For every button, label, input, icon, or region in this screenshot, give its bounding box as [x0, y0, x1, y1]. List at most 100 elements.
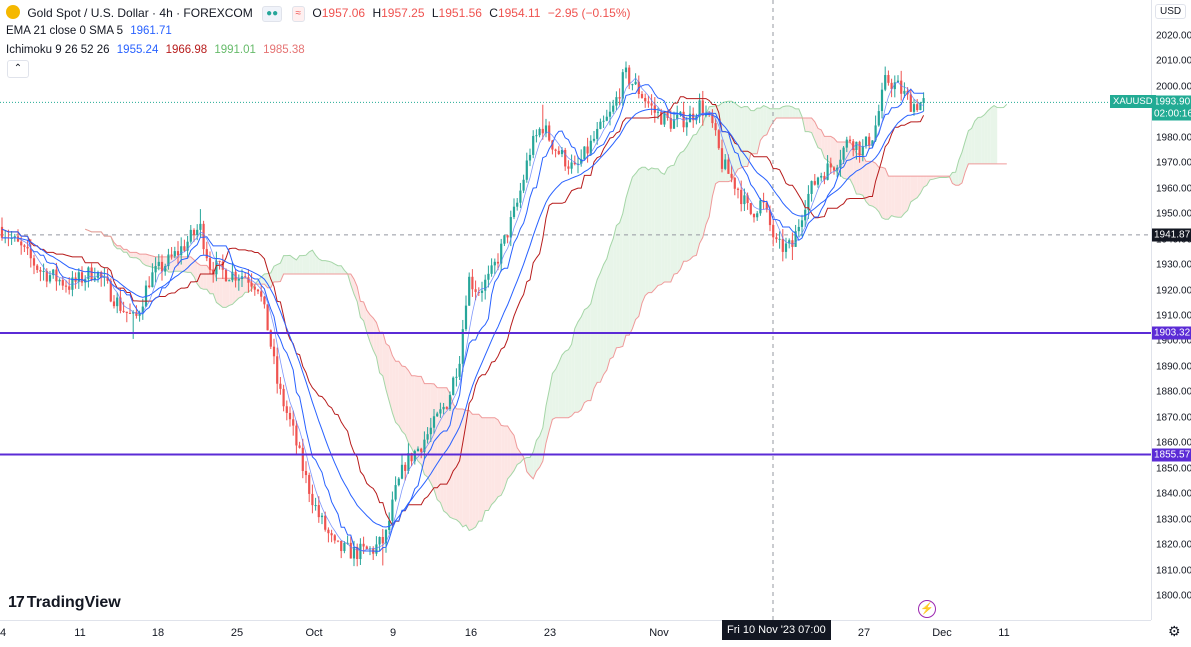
collapse-legend-button[interactable]: ⌃	[7, 60, 29, 78]
candle[interactable]	[651, 94, 653, 115]
candle[interactable]	[555, 149, 557, 158]
candle[interactable]	[692, 107, 694, 127]
candle[interactable]	[81, 266, 83, 286]
candle[interactable]	[107, 269, 109, 284]
candle[interactable]	[814, 174, 816, 186]
candle[interactable]	[820, 173, 822, 182]
candle[interactable]	[699, 94, 701, 124]
candle[interactable]	[315, 498, 317, 511]
candle[interactable]	[782, 229, 784, 261]
candle[interactable]	[615, 91, 617, 110]
candle[interactable]	[548, 121, 550, 141]
candle[interactable]	[750, 203, 752, 215]
candle[interactable]	[811, 181, 813, 202]
candle[interactable]	[753, 213, 755, 222]
candle[interactable]	[539, 127, 541, 137]
candle[interactable]	[593, 131, 595, 143]
candle[interactable]	[401, 455, 403, 479]
approx-icon[interactable]: ≈	[292, 6, 306, 22]
candle[interactable]	[791, 232, 793, 260]
candle[interactable]	[283, 385, 285, 412]
candle[interactable]	[571, 154, 573, 173]
candle[interactable]	[542, 105, 544, 140]
candle[interactable]	[583, 146, 585, 160]
candle[interactable]	[331, 530, 333, 542]
candle[interactable]	[84, 275, 86, 290]
candle[interactable]	[23, 244, 25, 252]
candle[interactable]	[631, 84, 633, 91]
candle[interactable]	[305, 461, 307, 483]
candle[interactable]	[190, 225, 192, 244]
candle[interactable]	[59, 278, 61, 285]
candle[interactable]	[395, 476, 397, 501]
candle[interactable]	[644, 94, 646, 108]
candle[interactable]	[308, 473, 310, 502]
candle[interactable]	[17, 229, 19, 242]
candle[interactable]	[126, 312, 128, 323]
candle[interactable]	[599, 119, 601, 130]
candle[interactable]	[625, 61, 627, 78]
candle[interactable]	[913, 99, 915, 116]
candle[interactable]	[206, 242, 208, 261]
candle[interactable]	[452, 376, 454, 395]
candle[interactable]	[132, 310, 134, 339]
dots-icon[interactable]: ●●	[262, 6, 282, 22]
time-axis[interactable]: 4111825Oct91623Nov2027Dec11	[0, 620, 1151, 647]
candle[interactable]	[116, 293, 118, 314]
candle[interactable]	[142, 299, 144, 320]
candle[interactable]	[257, 289, 259, 294]
candle[interactable]	[340, 541, 342, 558]
ema-legend[interactable]: EMA 21 close 0 SMA 5 1961.71	[6, 25, 176, 37]
candle[interactable]	[276, 348, 278, 394]
candle[interactable]	[481, 282, 483, 302]
candle[interactable]	[718, 129, 720, 150]
candle[interactable]	[603, 116, 605, 128]
candle[interactable]	[455, 368, 457, 386]
candle[interactable]	[779, 231, 781, 248]
candle[interactable]	[587, 138, 589, 163]
candle[interactable]	[526, 153, 528, 183]
candle[interactable]	[919, 102, 921, 110]
candle[interactable]	[772, 219, 774, 246]
candle[interactable]	[299, 442, 301, 449]
candle[interactable]	[379, 536, 381, 551]
candle[interactable]	[823, 172, 825, 184]
currency-button[interactable]: USD	[1151, 0, 1191, 26]
candle[interactable]	[465, 295, 467, 331]
candle[interactable]	[471, 269, 473, 297]
candle[interactable]	[321, 513, 323, 524]
price-axis[interactable]: 2020.002010.002000.001990.001980.001970.…	[1151, 0, 1191, 620]
candle[interactable]	[39, 267, 41, 281]
candle[interactable]	[516, 198, 518, 211]
candle[interactable]	[564, 148, 566, 171]
candle[interactable]	[267, 304, 269, 330]
candle[interactable]	[606, 110, 608, 121]
candle[interactable]	[27, 240, 29, 255]
candle[interactable]	[356, 544, 358, 567]
candle[interactable]	[225, 268, 227, 281]
candle[interactable]	[113, 295, 115, 308]
candle[interactable]	[622, 69, 624, 106]
candle[interactable]	[923, 92, 925, 111]
candle[interactable]	[78, 268, 80, 289]
candle[interactable]	[334, 534, 336, 544]
candle[interactable]	[519, 183, 521, 208]
candle[interactable]	[897, 75, 899, 82]
candle[interactable]	[484, 275, 486, 300]
candle[interactable]	[734, 177, 736, 195]
candle[interactable]	[263, 296, 265, 309]
candle[interactable]	[337, 541, 339, 543]
candle[interactable]	[145, 280, 147, 306]
candle[interactable]	[798, 219, 800, 237]
candle[interactable]	[49, 271, 51, 284]
candle[interactable]	[33, 255, 35, 274]
candle[interactable]	[507, 235, 509, 243]
candle[interactable]	[343, 541, 345, 553]
candle[interactable]	[676, 106, 678, 127]
candle[interactable]	[148, 276, 150, 288]
candle[interactable]	[887, 70, 889, 85]
ichimoku-legend[interactable]: Ichimoku 9 26 52 26 1955.24 1966.98 1991…	[6, 44, 309, 56]
candle[interactable]	[689, 106, 691, 123]
symbol-title[interactable]: Gold Spot / U.S. Dollar · 4h · FOREXCOM	[27, 6, 252, 20]
candle[interactable]	[865, 136, 867, 148]
